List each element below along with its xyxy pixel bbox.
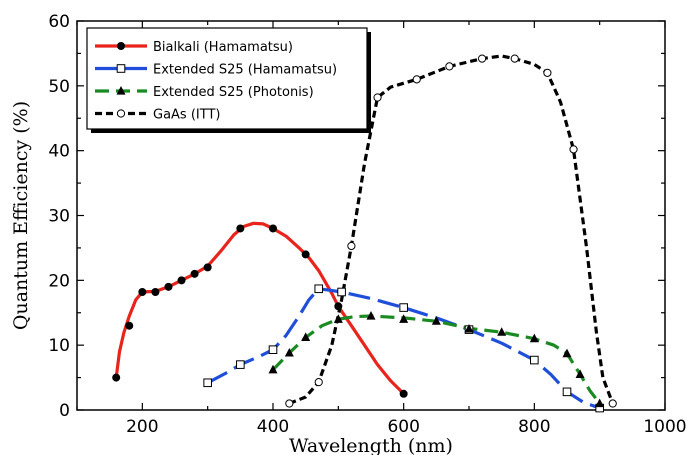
legend-marker-extended-s25-photonis: [116, 86, 126, 95]
data-point-extended-s25-photonis: [268, 364, 278, 374]
x-tick-label: 800: [518, 417, 550, 437]
series-line-extended-s25-photonis: [271, 314, 601, 405]
y-tick-label: 20: [48, 271, 70, 291]
legend-items: Bialkali (Hamamatsu) Extended S25 (Hamama…: [95, 40, 337, 123]
x-axis-title: Wavelength (nm): [289, 435, 453, 455]
legend-label-bialkali-hamamatsu: Bialkali (Hamamatsu): [153, 40, 293, 55]
data-point-extended-s25-photonis: [431, 316, 441, 325]
data-point-bialkali-hamamatsu: [177, 276, 186, 285]
legend-marker-extended-s25-hamamatsu: [116, 64, 126, 73]
data-point-gaas-itt: [477, 54, 487, 63]
data-point-extended-s25-photonis: [595, 398, 605, 408]
y-tick-label: 10: [48, 336, 70, 356]
data-point-extended-s25-hamamatsu: [337, 287, 346, 297]
data-point-bialkali-hamamatsu: [301, 250, 310, 259]
y-tick-label: 50: [48, 77, 70, 97]
axis-ticks: 200 400 600 800 1000 0 10 20 30 40 50 60: [48, 12, 686, 437]
data-point-extended-s25-hamamatsu: [399, 303, 408, 312]
data-point-extended-s25-photonis: [464, 323, 474, 333]
y-tick-label: 60: [48, 12, 70, 32]
data-point-gaas-itt: [314, 378, 323, 387]
data-point-bialkali-hamamatsu: [190, 269, 199, 278]
data-point-gaas-itt: [373, 93, 382, 102]
data-point-bialkali-hamamatsu: [125, 321, 134, 330]
legend-label-gaas-itt: GaAs (ITT): [153, 108, 220, 123]
data-point-extended-s25-photonis: [284, 347, 294, 357]
data-point-extended-s25-hamamatsu: [203, 378, 212, 388]
legend-label-extended-s25-hamamatsu: Extended S25 (Hamamatsu): [153, 63, 337, 78]
y-tick-label: 0: [59, 401, 70, 421]
data-point-bialkali-hamamatsu: [334, 302, 343, 311]
legend-marker-gaas-itt: [116, 109, 126, 118]
y-axis-title: Quantum Efficiency (%): [10, 101, 32, 330]
series-line-bialkali-hamamatsu: [114, 221, 405, 395]
data-point-gaas-itt: [445, 62, 454, 71]
data-point-bialkali-hamamatsu: [138, 288, 147, 297]
x-tick-label: 400: [257, 417, 289, 437]
data-point-gaas-itt: [543, 68, 552, 77]
data-point-extended-s25-photonis: [497, 327, 507, 336]
series-markers: [112, 54, 617, 413]
data-point-gaas-itt: [510, 54, 519, 63]
data-point-bialkali-hamamatsu: [399, 389, 408, 398]
data-point-extended-s25-hamamatsu: [562, 387, 572, 397]
legend: Bialkali (Hamamatsu) Extended S25 (Hamama…: [86, 27, 371, 133]
data-point-extended-s25-photonis: [333, 314, 343, 323]
legend-marker-bialkali-hamamatsu: [117, 42, 125, 50]
data-point-gaas-itt: [608, 399, 617, 408]
x-tick-label: 600: [387, 417, 419, 437]
data-point-extended-s25-hamamatsu: [314, 284, 324, 294]
data-point-extended-s25-hamamatsu: [530, 355, 539, 365]
data-point-extended-s25-photonis: [575, 369, 585, 378]
data-point-bialkali-hamamatsu: [236, 224, 245, 233]
data-point-extended-s25-photonis: [562, 348, 572, 358]
data-point-bialkali-hamamatsu: [164, 282, 173, 291]
data-point-bialkali-hamamatsu: [203, 263, 212, 272]
x-tick-label: 200: [126, 417, 158, 437]
series-line-extended-s25-hamamatsu: [206, 287, 601, 410]
data-point-extended-s25-photonis: [301, 332, 311, 341]
data-point-gaas-itt: [412, 75, 421, 84]
data-point-bialkali-hamamatsu: [151, 288, 160, 297]
data-point-bialkali-hamamatsu: [269, 224, 277, 233]
x-tick-label: 1000: [643, 417, 686, 437]
data-point-extended-s25-photonis: [399, 314, 409, 323]
data-point-gaas-itt: [285, 399, 294, 408]
data-point-bialkali-hamamatsu: [112, 373, 121, 382]
legend-label-extended-s25-photonis: Extended S25 (Photonis): [153, 85, 314, 100]
data-point-extended-s25-photonis: [529, 333, 539, 343]
data-point-extended-s25-photonis: [366, 310, 376, 320]
y-tick-label: 40: [48, 142, 70, 162]
data-point-extended-s25-hamamatsu: [236, 360, 245, 369]
y-tick-label: 30: [48, 207, 70, 227]
data-point-extended-s25-hamamatsu: [268, 345, 278, 355]
data-point-gaas-itt: [347, 241, 356, 251]
data-point-gaas-itt: [569, 145, 578, 154]
